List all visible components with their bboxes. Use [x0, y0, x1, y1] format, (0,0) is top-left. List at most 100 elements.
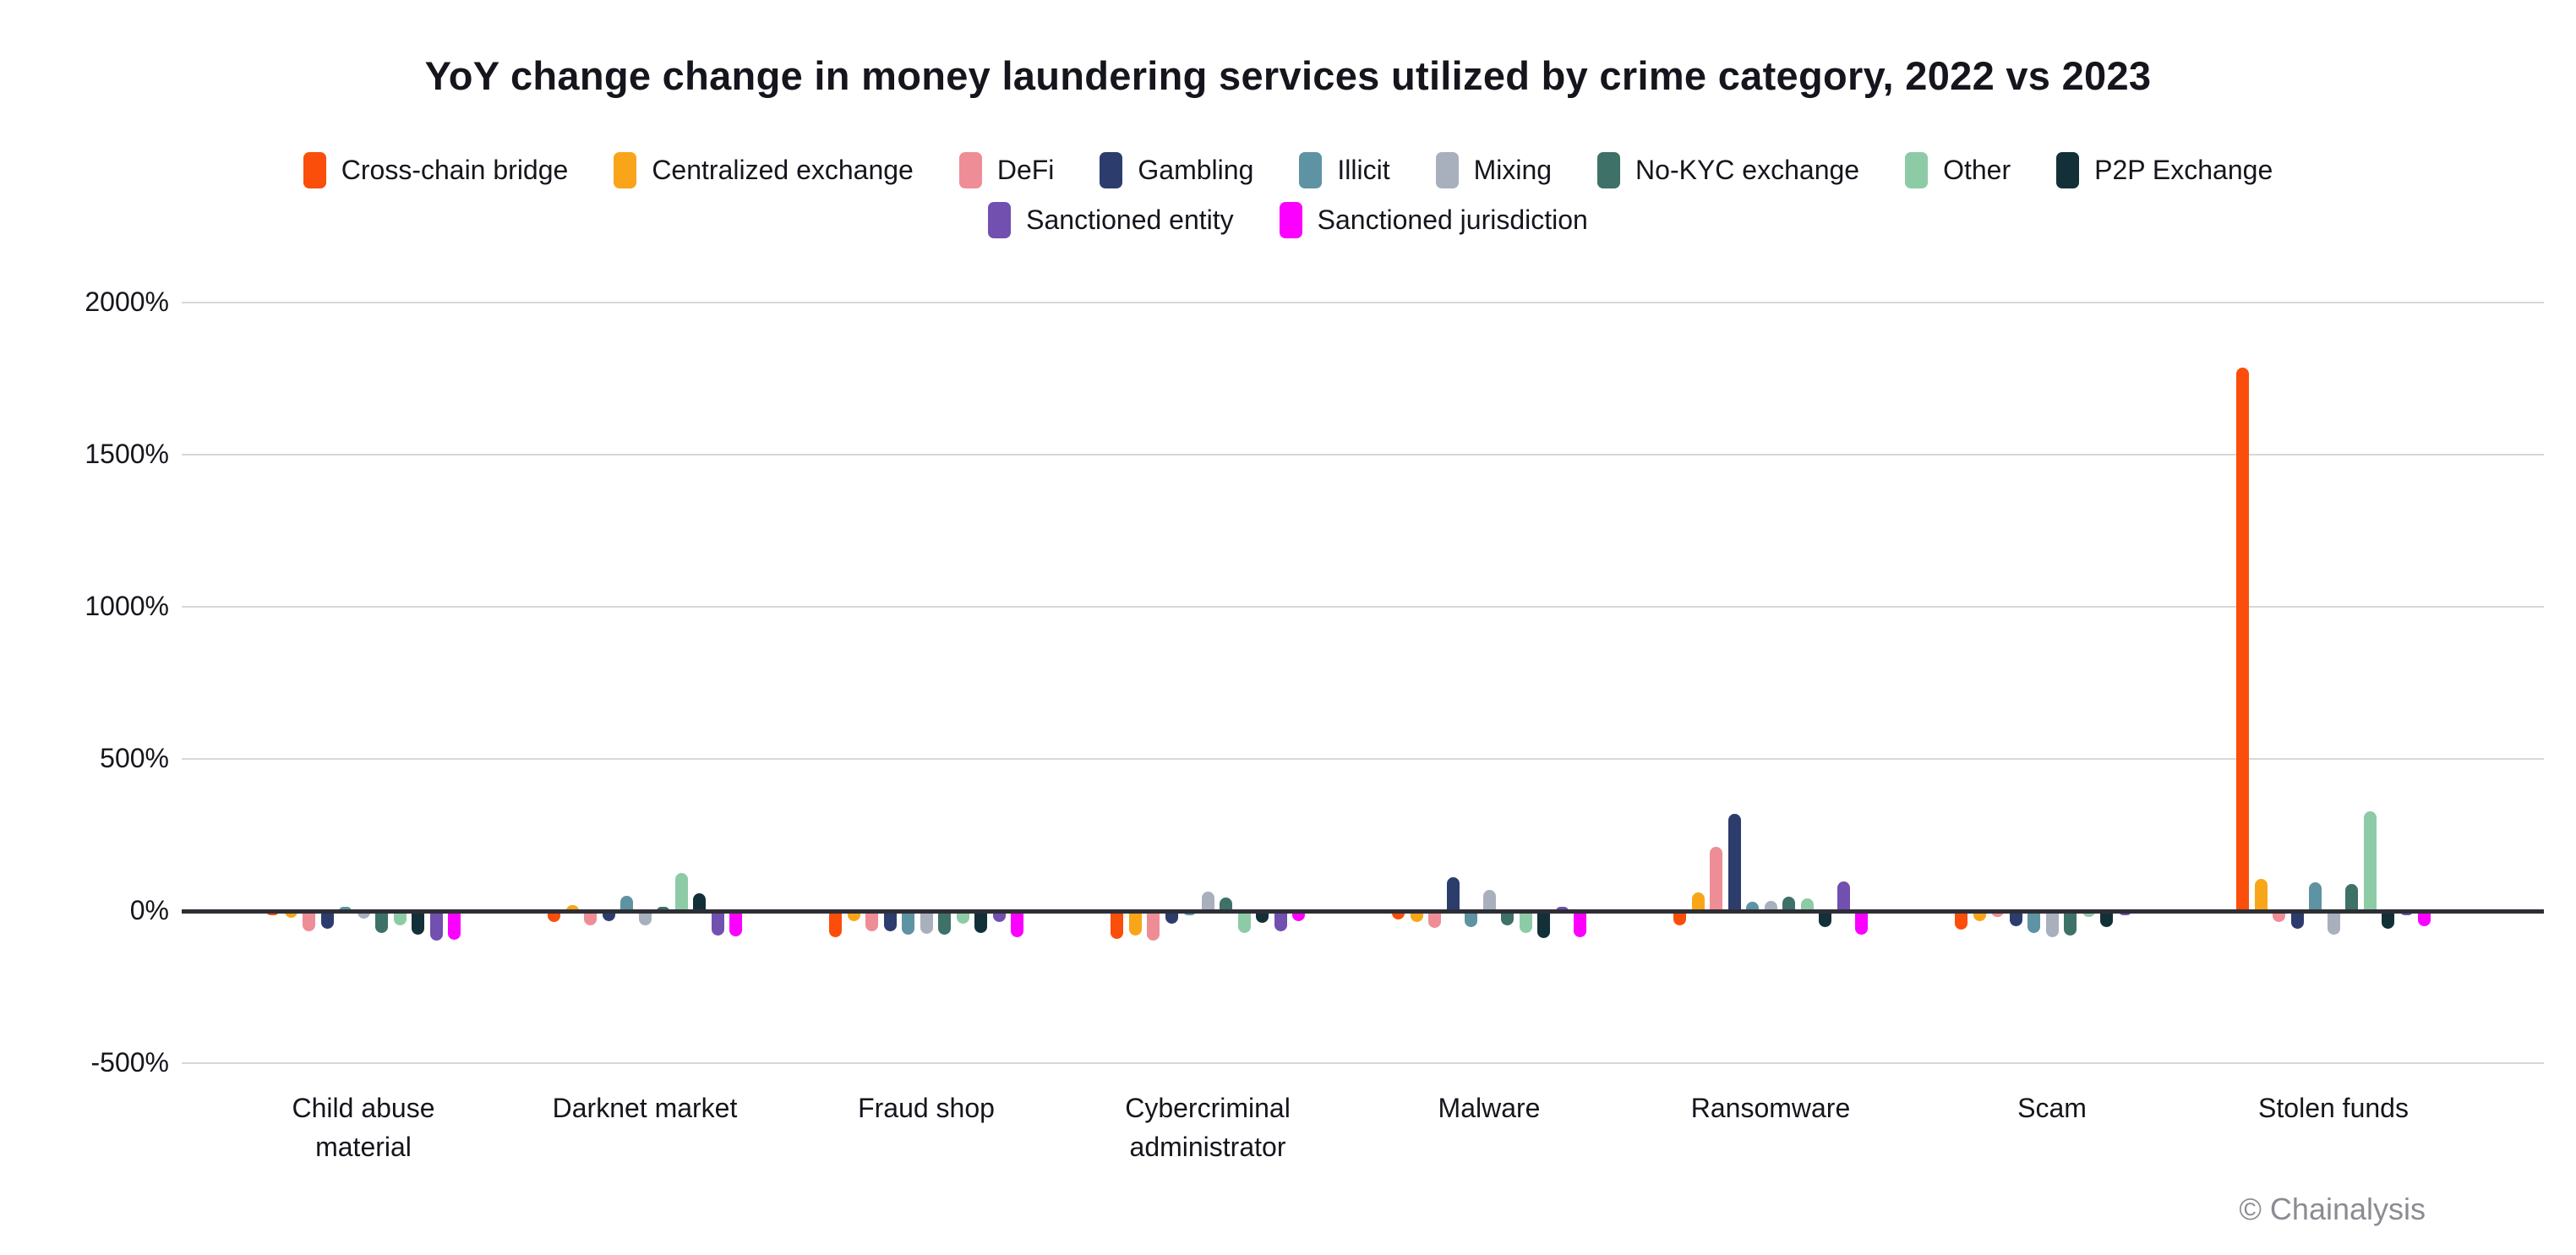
legend-row-2: Sanctioned entity Sanctioned jurisdiction	[0, 202, 2576, 238]
bar-sanctioned-entity-child-abuse-material	[429, 911, 443, 941]
legend-label: Other	[1943, 155, 2011, 185]
bar-sanctioned-entity-fraud-shop	[992, 911, 1006, 922]
bar-no-kyc-exchange-fraud-shop	[938, 911, 951, 935]
bar-cross-chain-bridge-ransomware	[1673, 911, 1686, 926]
legend-swatch-sanctioned-jurisdiction-icon	[1279, 202, 1302, 238]
y-tick-label-2000: 2000%	[85, 286, 169, 317]
bar-p2p-exchange-scam	[2100, 911, 2113, 927]
bar-defi-malware	[1428, 911, 1441, 928]
bar-centralized-exchange-cybercriminal-administrator	[1128, 911, 1142, 936]
x-category-label-cybercriminal-administrator: Cybercriminal administrator	[1125, 1093, 1291, 1163]
x-category-label-fraud-shop: Fraud shop	[858, 1093, 995, 1123]
legend-item-centralized-exchange: Centralized exchange	[614, 152, 914, 188]
legend-item-sanctioned-entity: Sanctioned entity	[988, 202, 1234, 238]
bar-sanctioned-entity-scam	[2118, 911, 2131, 915]
bar-mixing-stolen-funds	[2327, 911, 2340, 936]
bar-gambling-child-abuse-material	[320, 911, 334, 929]
bar-gambling-malware	[1446, 876, 1460, 911]
bar-cross-chain-bridge-fraud-shop	[829, 911, 842, 937]
legend-swatch-centralized-exchange-icon	[614, 152, 637, 188]
bar-sanctioned-jurisdiction-cybercriminal-administrator	[1292, 911, 1305, 921]
bar-mixing-scam	[2045, 911, 2059, 937]
bar-no-kyc-exchange-scam	[2064, 911, 2077, 936]
legend-item-sanctioned-jurisdiction: Sanctioned jurisdiction	[1279, 202, 1588, 238]
bar-cross-chain-bridge-scam	[1955, 911, 1967, 930]
legend-swatch-mixing-icon	[1435, 152, 1459, 188]
bar-no-kyc-exchange-stolen-funds	[2345, 884, 2358, 911]
bar-p2p-exchange-malware	[1537, 911, 1550, 938]
bar-centralized-exchange-darknet-market	[565, 904, 579, 911]
bar-cross-chain-bridge-child-abuse-material	[266, 911, 279, 915]
x-category-label-ransomware: Ransomware	[1690, 1093, 1851, 1123]
legend-swatch-sanctioned-entity-icon	[988, 202, 1012, 238]
bar-illicit-malware	[1465, 911, 1477, 928]
y-tick-label-1500: 1500%	[85, 439, 169, 469]
bar-no-kyc-exchange-malware	[1501, 911, 1514, 926]
bar-gambling-scam	[2009, 911, 2022, 926]
chainalysis-watermark: © Chainalysis	[2239, 1192, 2426, 1226]
bar-defi-darknet-market	[584, 911, 597, 926]
bar-sanctioned-entity-stolen-funds	[2399, 911, 2413, 916]
bar-mixing-cybercriminal-administrator	[1201, 892, 1214, 911]
y-tick-label-500: 500%	[100, 743, 169, 773]
gridline--500	[182, 1062, 2544, 1064]
legend-item-cross-chain-bridge: Cross-chain bridge	[303, 152, 568, 188]
bar-no-kyc-exchange-ransomware	[1782, 896, 1795, 911]
bar-mixing-ransomware	[1764, 901, 1777, 911]
bar-illicit-stolen-funds	[2309, 881, 2322, 911]
bar-sanctioned-jurisdiction-stolen-funds	[2418, 911, 2431, 926]
bar-mixing-malware	[1482, 890, 1496, 911]
legend-item-mixing: Mixing	[1435, 152, 1553, 188]
bar-defi-child-abuse-material	[303, 911, 315, 932]
bar-illicit-scam	[2028, 911, 2040, 934]
x-category-label-scam: Scam	[2017, 1093, 2087, 1123]
bar-defi-fraud-shop	[865, 911, 878, 931]
legend-label: DeFi	[996, 155, 1055, 185]
bar-sanctioned-entity-ransomware	[1836, 881, 1850, 911]
bar-other-ransomware	[1800, 898, 1814, 911]
legend-label: P2P Exchange	[2094, 155, 2273, 185]
bar-other-malware	[1519, 911, 1532, 933]
bar-other-stolen-funds	[2363, 810, 2377, 911]
bar-other-darknet-market	[674, 872, 688, 911]
legend-swatch-defi-icon	[958, 152, 982, 188]
bar-sanctioned-jurisdiction-ransomware	[1855, 911, 1868, 935]
gridline-1000	[182, 606, 2544, 608]
legend-item-defi: DeFi	[958, 152, 1055, 188]
y-tick-label--500: -500%	[90, 1047, 170, 1078]
legend-label: Mixing	[1473, 155, 1553, 185]
bar-other-child-abuse-material	[393, 911, 407, 925]
gridline-500	[182, 758, 2544, 760]
bar-gambling-ransomware	[1727, 813, 1741, 911]
legend-item-gambling: Gambling	[1100, 152, 1253, 188]
bar-p2p-exchange-stolen-funds	[2382, 911, 2394, 929]
y-tick-label-0: 0%	[129, 895, 169, 925]
bar-other-cybercriminal-administrator	[1237, 911, 1251, 933]
bar-sanctioned-jurisdiction-fraud-shop	[1011, 911, 1023, 937]
bar-mixing-fraud-shop	[920, 911, 933, 934]
bar-sanctioned-entity-darknet-market	[711, 911, 724, 936]
bar-defi-stolen-funds	[2273, 911, 2285, 922]
bar-gambling-cybercriminal-administrator	[1165, 911, 1178, 925]
bar-cross-chain-bridge-darknet-market	[548, 911, 560, 922]
bar-other-fraud-shop	[956, 911, 969, 925]
x-category-label-stolen-funds: Stolen funds	[2258, 1093, 2409, 1123]
legend-label: Sanctioned jurisdiction	[1317, 205, 1588, 235]
bar-no-kyc-exchange-child-abuse-material	[375, 911, 388, 933]
legend-item-illicit: Illicit	[1299, 152, 1390, 188]
bar-no-kyc-exchange-cybercriminal-administrator	[1220, 897, 1232, 911]
bar-sanctioned-jurisdiction-child-abuse-material	[448, 911, 461, 941]
legend-label: No-KYC exchange	[1635, 155, 1860, 185]
y-tick-label-1000: 1000%	[85, 591, 169, 621]
bar-sanctioned-jurisdiction-darknet-market	[729, 911, 742, 936]
bar-gambling-darknet-market	[602, 911, 615, 921]
legend-swatch-cross-chain-bridge-icon	[303, 152, 326, 188]
legend-item-p2p-exchange: P2P Exchange	[2056, 152, 2273, 188]
bar-centralized-exchange-child-abuse-material	[284, 911, 297, 919]
bar-p2p-exchange-cybercriminal-administrator	[1256, 911, 1269, 924]
legend-swatch-no-kyc-exchange-icon	[1597, 152, 1621, 188]
x-category-label-malware: Malware	[1438, 1093, 1541, 1123]
bar-centralized-exchange-ransomware	[1691, 892, 1705, 911]
bar-sanctioned-jurisdiction-malware	[1574, 911, 1586, 937]
x-category-label-child-abuse-material: Child abuse material	[292, 1093, 435, 1163]
